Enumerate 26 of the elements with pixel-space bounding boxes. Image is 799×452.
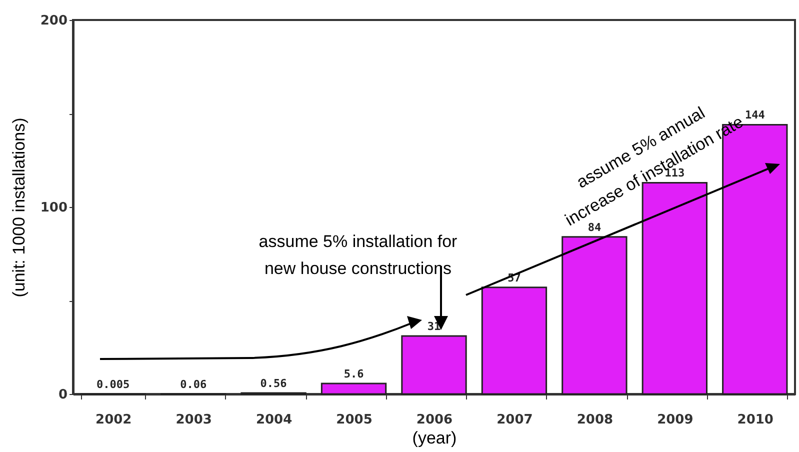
x-axis-title: (year)	[412, 428, 457, 448]
x-tick-label: 2010	[737, 412, 774, 428]
x-tick-label: 2005	[336, 412, 372, 428]
data-label: 5.6	[344, 368, 364, 381]
x-tick-label: 2003	[176, 412, 212, 428]
y-tick-label: 200	[40, 14, 68, 28]
bar	[642, 182, 708, 395]
bar	[481, 286, 548, 395]
data-label: 0.06	[180, 378, 207, 391]
bar	[562, 236, 628, 395]
data-label: 0.56	[260, 376, 288, 390]
data-label: 144	[744, 108, 766, 122]
x-tick-label: 2009	[657, 412, 694, 428]
x-tick-label: 2004	[256, 412, 292, 428]
x-tick-label: 2002	[96, 412, 132, 428]
y-tick-label: 100	[40, 200, 68, 216]
x-tick-label: 2008	[576, 412, 614, 428]
data-label: 0.005	[96, 378, 130, 391]
y-axis-title: (unit: 1000 installations)	[9, 118, 28, 298]
y-tick-label: 0	[58, 388, 68, 402]
x-tick-label: 2006	[416, 412, 453, 428]
bar	[320, 382, 387, 395]
annotation: assume 5% installation for new house constructions	[258, 232, 458, 278]
data-label: 31	[427, 320, 441, 334]
bar	[401, 335, 467, 395]
x-tick-label: 2007	[496, 412, 533, 428]
